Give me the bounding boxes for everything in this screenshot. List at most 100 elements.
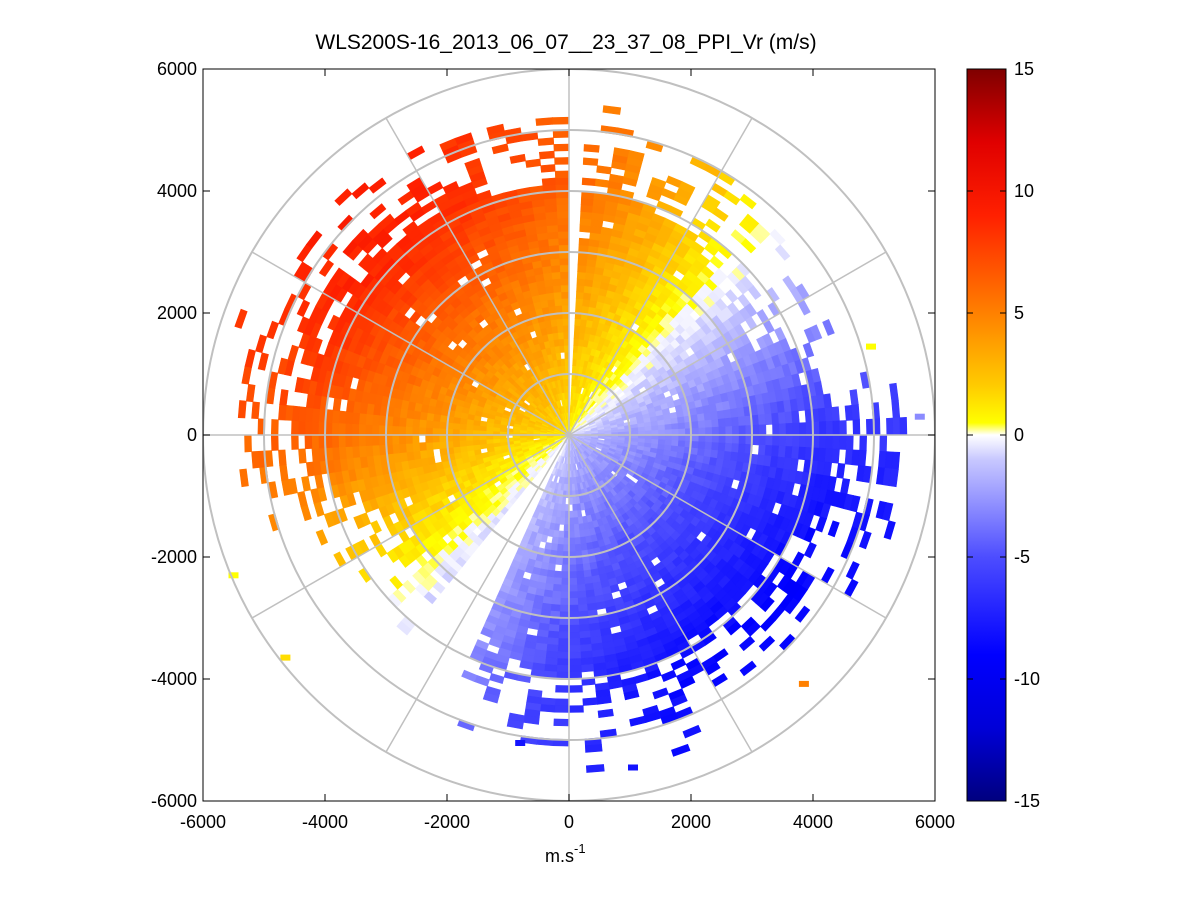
velocity-cell [771,412,780,425]
velocity-cell [419,449,428,459]
velocity-cell [568,537,576,546]
velocity-cell [758,635,776,652]
velocity-cell [637,426,646,432]
velocity-cell [698,427,706,436]
velocity-cell [579,643,593,653]
velocity-cell [266,320,279,340]
velocity-cell [665,175,683,188]
velocity-cell [550,603,561,613]
velocity-cell [351,445,361,459]
velocity-cell [760,615,776,632]
velocity-cell [737,416,747,427]
velocity-cell [724,417,733,428]
velocity-cell [479,438,487,445]
velocity-cell [432,420,441,429]
velocity-cell [785,434,794,448]
velocity-cell [789,458,799,472]
velocity-cell [739,660,757,677]
velocity-cell [548,244,560,253]
velocity-cell [785,422,794,436]
velocity-cell [245,383,256,403]
velocity-cell [845,434,854,451]
velocity-cell [568,644,581,653]
velocity-cell [778,423,787,436]
velocity-cell [371,434,380,446]
velocity-cell [311,421,319,436]
velocity-cell [552,583,562,592]
velocity-cell [331,446,341,461]
y-tick-label: -6000 [151,791,197,811]
velocity-cell [315,529,329,546]
velocity-cell [791,446,800,460]
velocity-cell [671,423,679,430]
velocity-cell [815,516,827,533]
velocity-cell [418,418,427,428]
velocity-cell [241,365,252,385]
velocity-cell [551,590,562,599]
velocity-cell [525,158,542,168]
velocity-cell [278,449,287,466]
velocity-cell [578,237,590,247]
velocity-cell [556,204,570,212]
velocity-cell [452,428,460,436]
velocity-cell [459,440,467,447]
velocity-cell [574,537,581,545]
velocity-cell [852,419,861,436]
velocity-cell [576,583,586,592]
velocity-cell [794,605,811,623]
velocity-cell [578,630,591,639]
y-tick-label: -4000 [151,669,197,689]
x-tick-label: -6000 [180,812,226,832]
velocity-cell [559,264,570,273]
velocity-cell [738,635,756,652]
velocity-cell [577,264,588,273]
velocity-cell [580,197,595,207]
velocity-cell [255,334,268,354]
velocity-cell [575,570,585,579]
velocity-cell [585,764,605,773]
velocity-cell [573,530,581,539]
velocity-cell [563,331,570,340]
velocity-cell [568,597,579,606]
velocity-cell [257,352,269,371]
isolated-target [280,654,291,661]
velocity-cell [296,243,313,263]
velocity-cell [244,348,256,368]
velocity-cell [553,475,559,484]
x-tick-label: 0 [564,812,574,832]
velocity-cell [370,520,382,535]
velocity-cell [576,271,587,280]
velocity-cell [371,424,380,436]
velocity-cell [543,663,558,673]
y-tick-label: 0 [187,425,197,445]
velocity-cell [278,404,287,421]
velocity-cell [678,428,686,436]
velocity-cell [552,278,562,287]
velocity-cell [711,418,720,428]
velocity-cell [561,564,570,572]
velocity-cell [671,428,680,436]
velocity-cell [831,448,840,464]
velocity-cell [578,529,586,538]
velocity-cell [671,434,680,442]
isolated-target [914,413,925,420]
velocity-cell [571,497,577,505]
velocity-cell [580,657,594,666]
velocity-cell [331,422,340,436]
velocity-cell [378,414,387,426]
velocity-cell [710,449,719,459]
velocity-cell [771,445,780,458]
velocity-cell [840,478,851,495]
velocity-cell [559,345,566,353]
velocity-cell [398,434,407,445]
velocity-cell [883,520,896,540]
velocity-cell [738,434,747,445]
velocity-cell [297,490,308,508]
velocity-cell [545,643,559,653]
velocity-cell [845,561,860,580]
velocity-cell [418,426,427,436]
velocity-cell [351,411,361,425]
velocity-cell [597,708,614,719]
velocity-cell [560,277,570,286]
